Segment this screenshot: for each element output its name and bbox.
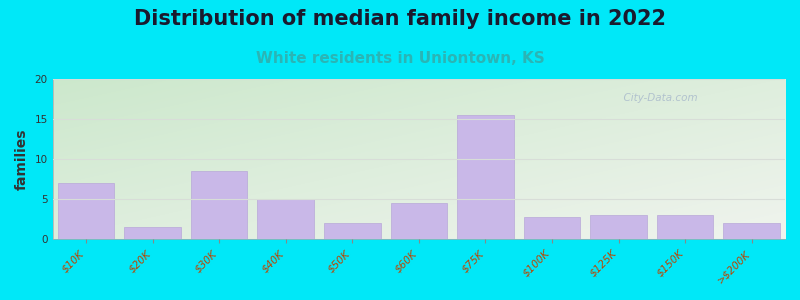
Bar bbox=[191, 171, 247, 239]
Text: City-Data.com: City-Data.com bbox=[617, 93, 697, 103]
Bar bbox=[457, 115, 514, 239]
Text: White residents in Uniontown, KS: White residents in Uniontown, KS bbox=[256, 51, 544, 66]
Bar bbox=[58, 183, 114, 239]
Bar bbox=[723, 223, 780, 239]
Bar bbox=[590, 215, 647, 239]
Bar bbox=[390, 203, 447, 239]
Bar bbox=[524, 217, 580, 239]
Text: Distribution of median family income in 2022: Distribution of median family income in … bbox=[134, 9, 666, 29]
Bar bbox=[124, 227, 181, 239]
Bar bbox=[324, 223, 381, 239]
Bar bbox=[258, 199, 314, 239]
Bar bbox=[657, 215, 714, 239]
Y-axis label: families: families bbox=[15, 128, 29, 190]
